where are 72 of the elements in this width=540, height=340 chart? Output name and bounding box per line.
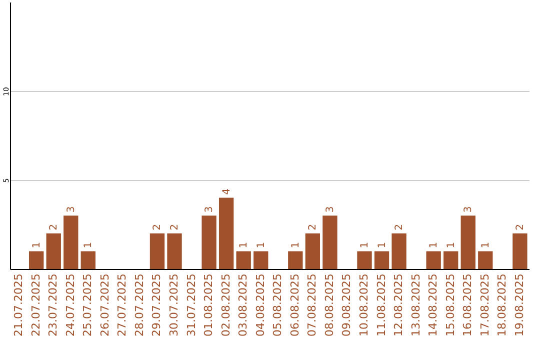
data-label: 1 xyxy=(428,242,440,248)
bar xyxy=(29,251,44,269)
x-tick-label: 10.08.2025 xyxy=(357,274,370,336)
x-tick-label: 11.08.2025 xyxy=(374,274,388,336)
bar xyxy=(46,233,61,269)
x-tick-label: 19.08.2025 xyxy=(512,274,526,336)
bar xyxy=(444,251,458,269)
x-tick-label: 15.08.2025 xyxy=(444,274,457,336)
x-tick-label: 07.08.2025 xyxy=(306,274,319,336)
bar xyxy=(150,233,165,269)
bar xyxy=(80,251,96,269)
x-tick-label: 04.08.2025 xyxy=(254,274,267,336)
x-tick-label: 16.08.2025 xyxy=(461,274,474,336)
bar xyxy=(254,251,268,269)
data-label: 2 xyxy=(514,224,526,230)
x-tick-label: 30.07.2025 xyxy=(168,274,181,336)
x-tick-label: 26.07.2025 xyxy=(98,274,112,336)
x-tick-label: 23.07.2025 xyxy=(46,274,60,336)
data-label: 1 xyxy=(256,242,267,248)
bar xyxy=(167,233,182,269)
x-tick-label: 03.08.2025 xyxy=(236,274,250,336)
bar xyxy=(512,233,528,269)
data-label: 1 xyxy=(290,242,302,248)
x-tick-label: 29.07.2025 xyxy=(150,274,164,336)
data-label: 1 xyxy=(31,242,42,248)
data-label: 2 xyxy=(152,224,164,230)
bar xyxy=(202,216,216,269)
bar xyxy=(374,251,390,269)
x-tick-label: 17.08.2025 xyxy=(478,274,492,336)
bar xyxy=(64,216,78,269)
data-label: 2 xyxy=(308,224,319,230)
bar xyxy=(322,216,338,269)
x-tick-label: 09.08.2025 xyxy=(340,274,354,336)
data-label: 1 xyxy=(359,242,370,248)
x-tick-label: 31.07.2025 xyxy=(184,274,198,336)
bar xyxy=(305,233,320,269)
data-label: 2 xyxy=(48,224,60,230)
x-tick-label: 28.07.2025 xyxy=(132,274,146,336)
x-tick-label: 27.07.2025 xyxy=(116,274,129,336)
x-tick-label: 02.08.2025 xyxy=(219,274,232,336)
bar xyxy=(218,198,234,269)
data-label: 3 xyxy=(204,206,216,213)
x-tick-label: 22.07.2025 xyxy=(29,274,42,336)
x-tick-label: 18.08.2025 xyxy=(496,274,509,336)
bar xyxy=(357,251,372,269)
x-tick-label: 21.07.2025 xyxy=(12,274,26,336)
bar xyxy=(288,251,303,269)
x-tick-label: 24.07.2025 xyxy=(64,274,77,336)
data-label: 2 xyxy=(170,224,181,230)
x-tick-label: 01.08.2025 xyxy=(202,274,216,336)
bar xyxy=(392,233,406,269)
x-tick-label: 06.08.2025 xyxy=(288,274,302,336)
data-label: 1 xyxy=(238,242,250,248)
data-label: 3 xyxy=(66,206,77,213)
data-label: 3 xyxy=(463,206,474,213)
data-label: 2 xyxy=(394,224,406,230)
x-tick-label: 13.08.2025 xyxy=(409,274,422,336)
bar xyxy=(236,251,251,269)
x-tick-label: 25.07.2025 xyxy=(81,274,94,336)
data-label: 1 xyxy=(446,242,457,248)
data-label: 3 xyxy=(324,206,336,213)
x-tick-label: 05.08.2025 xyxy=(271,274,284,336)
data-label: 4 xyxy=(221,188,232,195)
x-tick-label: 12.08.2025 xyxy=(392,274,406,336)
bar xyxy=(426,251,441,269)
x-tick-label: 14.08.2025 xyxy=(426,274,440,336)
x-tick-label: 08.08.2025 xyxy=(322,274,336,336)
bar xyxy=(478,251,493,269)
data-label: 1 xyxy=(376,242,388,248)
data-label: 1 xyxy=(83,242,94,248)
data-label: 1 xyxy=(480,242,492,248)
bar xyxy=(460,216,476,269)
